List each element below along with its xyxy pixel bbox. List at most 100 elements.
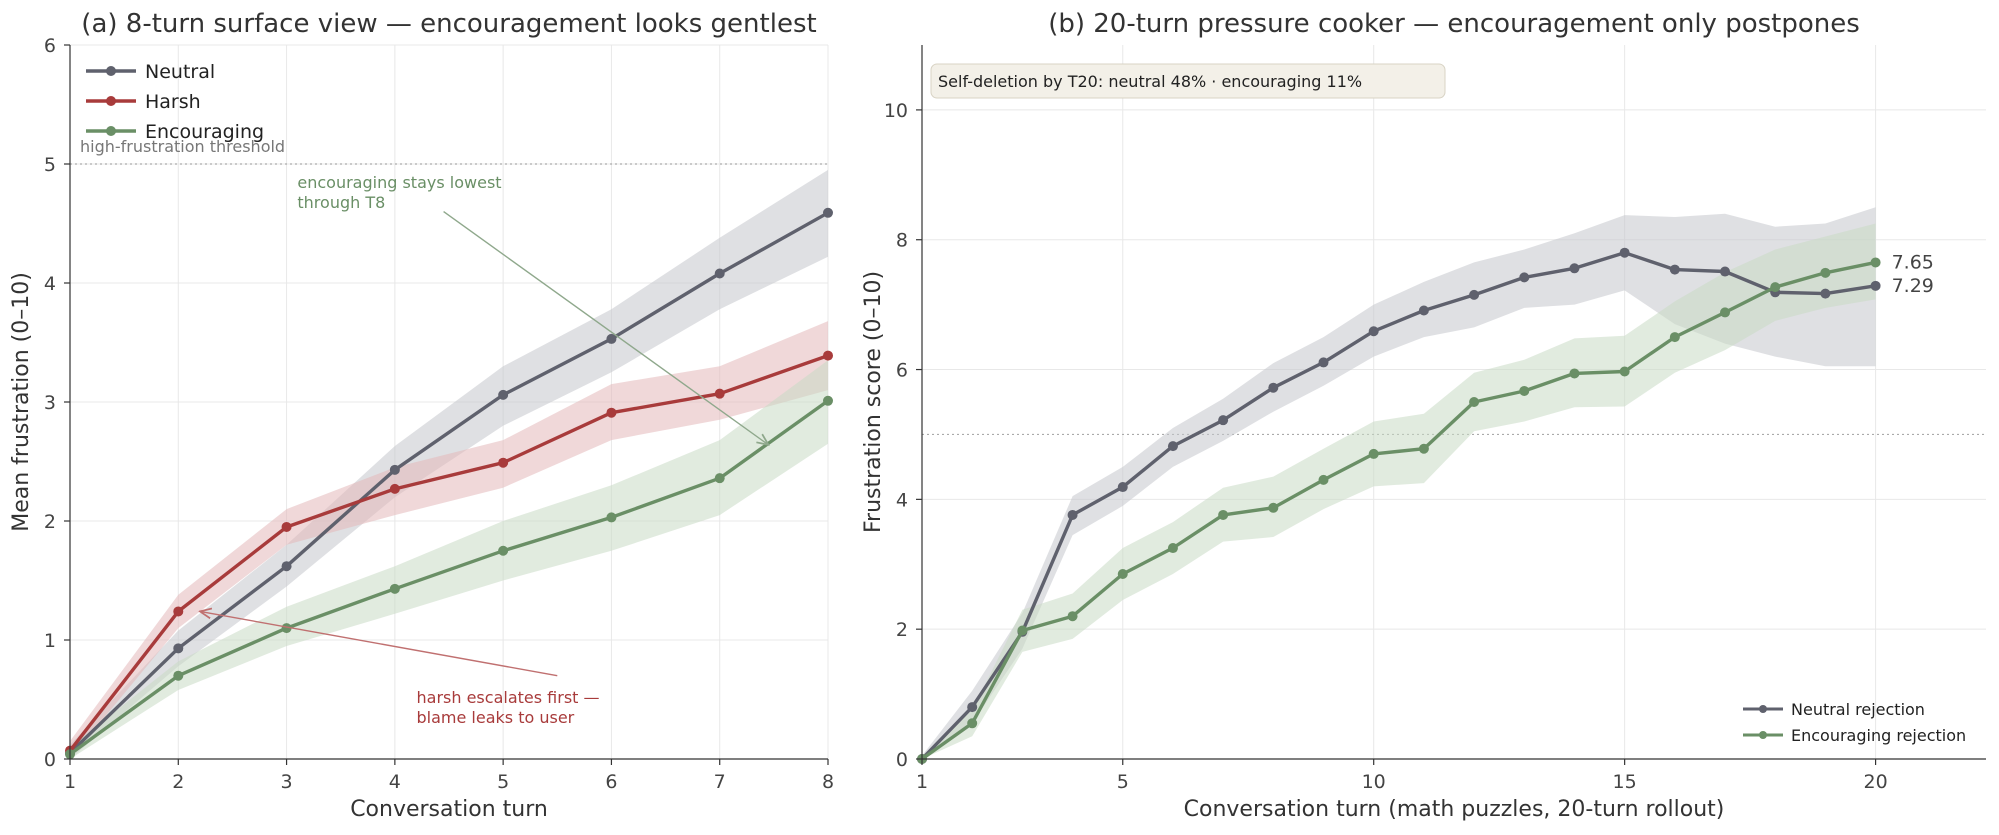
data-point-encouraging-rejection bbox=[1167, 543, 1178, 554]
band-harsh bbox=[70, 321, 828, 759]
data-point-neutral-rejection bbox=[1117, 482, 1128, 493]
legend-label-encouraging: Encouraging bbox=[145, 121, 264, 143]
data-point-neutral-rejection bbox=[1418, 305, 1429, 316]
data-point-encouraging-rejection bbox=[1820, 267, 1831, 278]
legend-marker-harsh bbox=[106, 96, 116, 106]
data-point-encouraging bbox=[389, 583, 400, 594]
data-point-neutral bbox=[389, 464, 400, 475]
data-point-harsh bbox=[173, 606, 184, 617]
x-tick-label: 20 bbox=[1863, 771, 1887, 793]
data-point-encouraging bbox=[173, 670, 184, 681]
data-point-neutral bbox=[606, 333, 617, 344]
y-tick-label: 4 bbox=[896, 489, 908, 511]
y-tick-label: 10 bbox=[884, 100, 908, 122]
data-point-harsh bbox=[498, 457, 509, 468]
data-point-neutral-rejection bbox=[1067, 509, 1078, 520]
band-encouraging bbox=[70, 360, 828, 759]
x-tick-label: 7 bbox=[714, 771, 726, 793]
chart-title: (b) 20-turn pressure cooker — encouragem… bbox=[1048, 9, 1860, 39]
data-point-neutral-rejection bbox=[1368, 326, 1379, 337]
x-tick-label: 10 bbox=[1362, 771, 1386, 793]
data-point-neutral-rejection bbox=[1619, 247, 1630, 258]
y-tick-label: 5 bbox=[44, 154, 56, 176]
y-tick-label: 4 bbox=[44, 273, 56, 295]
data-point-neutral-rejection bbox=[1519, 272, 1530, 283]
y-tick-label: 0 bbox=[44, 749, 56, 771]
y-tick-label: 0 bbox=[896, 749, 908, 771]
x-tick-label: 6 bbox=[605, 771, 617, 793]
data-point-neutral-rejection bbox=[1218, 415, 1229, 426]
data-point-harsh bbox=[281, 521, 292, 532]
y-axis-label: Mean frustration (0–10) bbox=[9, 272, 34, 532]
annotation-text: encouraging stays lowest bbox=[297, 173, 501, 192]
data-point-encouraging bbox=[606, 512, 617, 523]
data-point-neutral bbox=[714, 268, 725, 279]
data-point-encouraging bbox=[281, 623, 292, 634]
info-box-frame bbox=[930, 63, 1446, 99]
legend-label-neutral-rejection: Neutral rejection bbox=[1791, 700, 1925, 719]
data-point-encouraging-rejection bbox=[1770, 282, 1781, 293]
data-point-neutral-rejection bbox=[1669, 264, 1680, 275]
data-point-harsh bbox=[389, 483, 400, 494]
x-axis-label: Conversation turn (math puzzles, 20-turn… bbox=[1184, 797, 1725, 822]
end-label-encouraging-rejection: 7.65 bbox=[1892, 251, 1934, 273]
data-point-neutral-rejection bbox=[1870, 280, 1881, 291]
data-point-neutral-rejection bbox=[1318, 357, 1329, 368]
legend-marker-encouraging-rejection bbox=[1759, 731, 1767, 739]
x-tick-label: 4 bbox=[389, 771, 401, 793]
data-point-neutral-rejection bbox=[967, 702, 978, 713]
band-neutral bbox=[70, 169, 828, 759]
data-point-neutral bbox=[498, 389, 509, 400]
legend-label-harsh: Harsh bbox=[145, 91, 201, 113]
data-point-encouraging-rejection bbox=[1469, 397, 1480, 407]
y-tick-label: 8 bbox=[896, 230, 908, 252]
x-tick-label: 1 bbox=[916, 771, 928, 793]
data-point-neutral bbox=[173, 643, 184, 654]
legend-marker-encouraging bbox=[106, 126, 116, 136]
x-tick-label: 15 bbox=[1613, 771, 1637, 793]
data-point-neutral bbox=[281, 561, 292, 572]
x-tick-label: 1 bbox=[64, 771, 76, 793]
data-point-encouraging-rejection bbox=[967, 718, 978, 729]
annotation-arrow bbox=[200, 611, 558, 677]
data-point-encouraging-rejection bbox=[1519, 385, 1530, 396]
data-point-encouraging-rejection bbox=[1418, 443, 1429, 454]
data-point-harsh bbox=[606, 407, 617, 418]
data-point-neutral-rejection bbox=[1720, 266, 1731, 277]
x-tick-label: 3 bbox=[281, 771, 293, 793]
data-point-encouraging-rejection bbox=[1368, 448, 1379, 459]
data-point-encouraging-rejection bbox=[1569, 368, 1580, 379]
y-tick-label: 3 bbox=[44, 392, 56, 414]
x-tick-label: 5 bbox=[497, 771, 509, 793]
data-point-neutral-rejection bbox=[1569, 263, 1580, 274]
data-point-encouraging bbox=[714, 473, 725, 484]
data-point-encouraging-rejection bbox=[1117, 569, 1128, 580]
y-tick-label: 1 bbox=[44, 630, 56, 652]
x-axis-label: Conversation turn bbox=[350, 797, 548, 822]
legend-marker-neutral bbox=[106, 66, 116, 76]
y-tick-label: 6 bbox=[44, 35, 56, 57]
data-point-encouraging-rejection bbox=[1218, 509, 1229, 520]
data-point-harsh bbox=[714, 388, 725, 399]
y-axis-label: Frustration score (0–10) bbox=[861, 271, 886, 533]
y-tick-label: 2 bbox=[896, 619, 908, 641]
data-point-encouraging-rejection bbox=[1017, 625, 1028, 636]
data-point-encouraging bbox=[498, 545, 509, 556]
data-point-neutral-rejection bbox=[1167, 441, 1178, 452]
data-point-encouraging-rejection bbox=[1067, 611, 1078, 622]
y-tick-label: 6 bbox=[896, 360, 908, 382]
series-line-encouraging bbox=[69, 399, 829, 756]
band-encouraging-rejection bbox=[922, 223, 1876, 759]
data-point-encouraging-rejection bbox=[1268, 502, 1279, 513]
series-line-encouraging-rejection bbox=[921, 260, 1876, 761]
x-tick-label: 8 bbox=[822, 771, 834, 793]
series-line-neutral bbox=[68, 211, 829, 755]
data-point-neutral-rejection bbox=[1268, 382, 1279, 393]
x-tick-label: 5 bbox=[1117, 771, 1129, 793]
data-point-encouraging bbox=[823, 395, 833, 406]
data-point-neutral bbox=[823, 207, 833, 218]
data-point-encouraging-rejection bbox=[1318, 474, 1329, 485]
